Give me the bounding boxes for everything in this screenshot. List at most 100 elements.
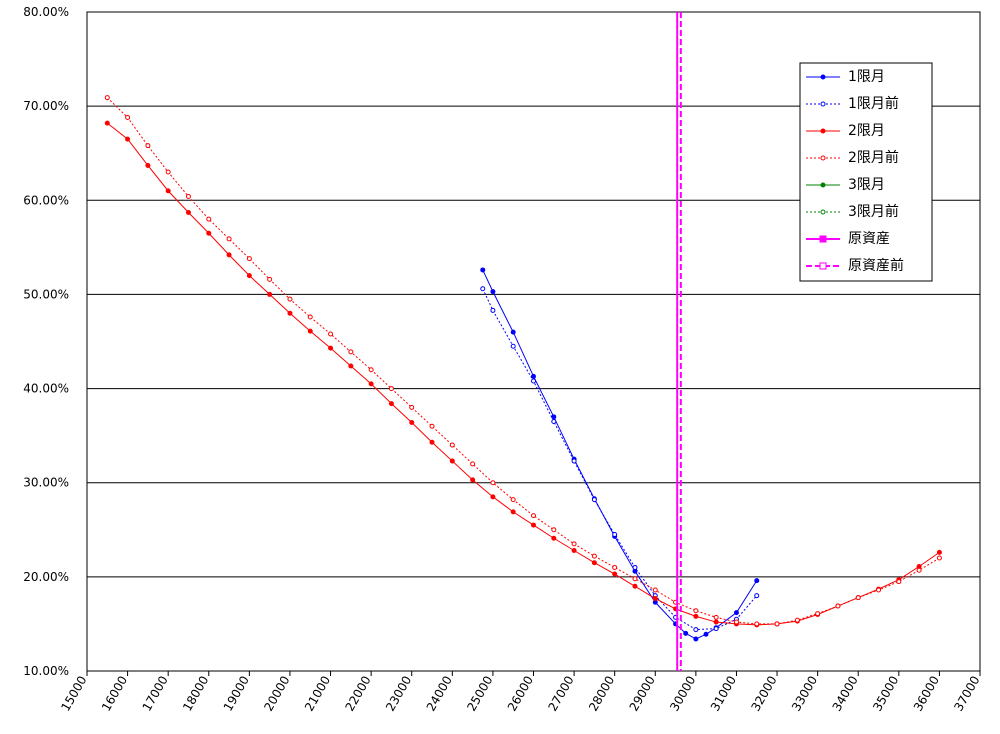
legend-label: 1限月 <box>848 69 885 85</box>
y-tick-label: 30.00% <box>23 476 69 490</box>
x-tick-label: 36000 <box>911 674 942 714</box>
data-point <box>693 608 699 614</box>
data-point <box>165 169 171 175</box>
data-point <box>368 381 374 387</box>
y-tick-label: 80.00% <box>23 5 69 19</box>
data-point <box>388 401 394 407</box>
data-point <box>104 120 110 126</box>
data-point <box>591 560 597 566</box>
data-point <box>713 614 719 620</box>
data-point <box>876 587 882 593</box>
legend-label: 原資産 <box>848 231 890 247</box>
data-point <box>470 461 476 467</box>
data-point <box>632 564 638 570</box>
data-point <box>125 114 131 120</box>
data-point <box>206 216 212 222</box>
data-point <box>510 509 516 515</box>
data-point <box>125 136 131 142</box>
data-point <box>246 256 252 262</box>
data-point <box>490 480 496 486</box>
data-point <box>388 386 394 392</box>
x-tick-label: 32000 <box>748 674 779 714</box>
data-point <box>449 458 455 464</box>
data-point <box>652 596 658 602</box>
data-point <box>896 579 902 585</box>
x-tick-label: 35000 <box>870 674 901 714</box>
data-point <box>713 619 719 625</box>
data-point <box>510 343 516 349</box>
data-point <box>449 442 455 448</box>
data-point <box>226 236 232 242</box>
legend-marker <box>819 235 827 243</box>
data-point <box>531 522 536 528</box>
legend-label: 1限月前 <box>848 95 899 112</box>
data-point <box>531 378 536 384</box>
legend-box <box>799 62 933 282</box>
data-point <box>571 541 577 547</box>
legend-marker <box>820 101 826 107</box>
data-point <box>693 636 699 642</box>
data-point <box>267 276 273 282</box>
series-line <box>106 122 940 626</box>
data-point <box>348 349 354 355</box>
legend-label: 2限月前 <box>848 149 899 166</box>
data-point <box>328 331 334 337</box>
data-point <box>632 576 638 582</box>
x-tick-label: 26000 <box>505 674 536 714</box>
x-tick-label: 16000 <box>99 674 130 714</box>
data-point <box>733 619 739 625</box>
data-point <box>835 603 841 609</box>
data-point <box>429 439 435 445</box>
data-point <box>551 527 557 533</box>
data-point <box>490 494 496 500</box>
data-point <box>409 404 415 410</box>
series-line <box>106 97 940 625</box>
x-tick-label: 27000 <box>545 674 576 714</box>
x-tick-label: 21000 <box>302 674 333 714</box>
data-point <box>774 621 780 627</box>
x-tick-label: 17000 <box>140 674 171 714</box>
data-point <box>480 267 486 273</box>
data-point <box>104 95 110 101</box>
data-point <box>693 613 699 619</box>
data-point <box>267 291 273 297</box>
data-point <box>185 210 191 216</box>
legend-label: 3限月前 <box>848 203 899 220</box>
data-point <box>480 286 486 292</box>
data-point <box>490 307 496 313</box>
legend-marker <box>820 155 826 161</box>
data-point <box>612 564 618 570</box>
data-point <box>531 513 536 519</box>
data-point <box>510 329 516 335</box>
data-point <box>591 553 597 559</box>
legend-label: 3限月 <box>848 177 885 193</box>
x-tick-label: 25000 <box>464 674 495 714</box>
x-tick-label: 29000 <box>627 674 658 714</box>
data-point <box>551 535 557 541</box>
legend-marker <box>820 209 826 215</box>
data-point <box>145 162 151 168</box>
legend-marker <box>820 128 826 134</box>
x-tick-label: 20000 <box>261 674 292 714</box>
data-point <box>794 617 800 623</box>
data-point <box>571 547 577 553</box>
x-tick-label: 33000 <box>789 674 820 714</box>
x-tick-label: 30000 <box>667 674 698 714</box>
data-point <box>916 567 922 573</box>
x-tick-label: 19000 <box>221 674 252 714</box>
legend-marker <box>820 74 826 80</box>
data-point <box>328 345 334 351</box>
x-tick-label: 23000 <box>383 674 414 714</box>
data-point <box>551 414 557 420</box>
data-point <box>531 373 536 379</box>
y-tick-label: 10.00% <box>23 664 69 678</box>
data-point <box>429 423 435 429</box>
data-point <box>510 497 516 503</box>
data-point <box>368 367 374 373</box>
data-point <box>855 595 861 601</box>
data-point <box>571 458 577 464</box>
data-point <box>246 273 252 279</box>
data-point <box>409 419 415 425</box>
